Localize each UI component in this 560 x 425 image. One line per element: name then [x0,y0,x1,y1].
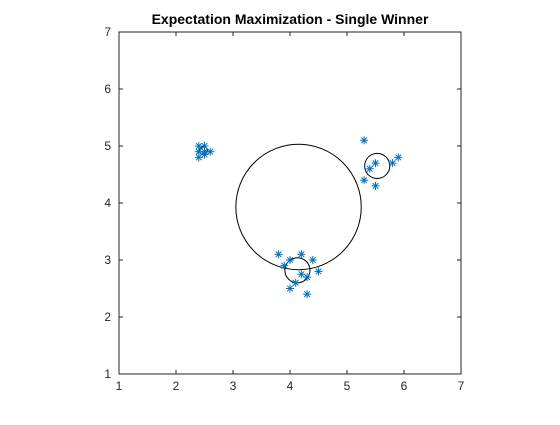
x-tick-label: 6 [401,379,408,393]
point-stroke [315,268,322,275]
data-point-15 [274,250,283,259]
x-tick-label: 3 [230,379,237,393]
data-point-5 [206,147,215,156]
data-point-24 [303,290,312,299]
x-tick-label: 4 [287,379,294,393]
point-stroke [195,154,202,161]
plot-area [119,32,461,374]
point-stroke [360,137,368,144]
point-stroke [309,256,316,264]
data-point-13 [388,159,397,168]
data-point-6 [194,153,203,162]
x-tick-label: 7 [458,379,465,393]
point-stroke [286,285,294,292]
x-tick-label: 2 [173,379,180,393]
y-tick-label: 1 [104,367,111,381]
point-stroke [275,251,282,258]
point-stroke [298,251,305,258]
data-point-7 [200,150,209,159]
point-stroke [195,142,202,150]
point-stroke [195,148,202,155]
data-point-10 [365,164,374,173]
data-point-23 [286,284,294,293]
data-point-19 [280,261,289,270]
point-stroke [372,159,379,167]
point-stroke [303,291,311,298]
data-point-18 [286,256,294,264]
data-point-25 [297,270,306,279]
point-stroke [201,142,208,150]
point-stroke [389,159,396,167]
x-tick-label: 5 [344,379,351,393]
x-tick-label: 1 [116,379,123,393]
chart-title: Expectation Maximization - Single Winner [152,11,429,27]
point-stroke [366,165,373,172]
data-point-17 [308,256,317,264]
axes: 1 2 3 4 5 6 7 1 2 3 4 5 6 7 [104,25,464,393]
y-tick-label: 2 [104,310,111,324]
y-tick-label: 6 [104,82,111,96]
data-point-20 [314,267,323,276]
data-point-8 [360,136,369,145]
y-tick-label: 7 [104,25,111,39]
point-stroke [372,182,379,190]
data-point-16 [297,250,306,259]
point-stroke [292,279,299,286]
point-stroke [303,273,311,281]
point-stroke [281,262,288,269]
data-point-11 [360,176,369,185]
y-tick-label: 5 [104,139,111,153]
point-stroke [207,148,214,155]
data-point-21 [303,273,312,282]
point-stroke [360,177,368,184]
point-stroke [201,151,208,158]
data-point-12 [371,181,380,190]
data-point-22 [291,278,300,287]
cluster-circle-1 [235,143,362,271]
point-stroke [286,256,294,264]
data-points [194,136,403,299]
data-point-3 [194,147,203,156]
cluster-circle-2 [364,152,391,179]
y-tick-label: 4 [104,196,111,210]
point-stroke [298,271,305,278]
plot-background [119,32,461,374]
data-point-9 [371,159,380,168]
point-stroke [395,154,402,161]
y-tick-label: 3 [104,253,111,267]
data-point-14 [394,153,403,162]
